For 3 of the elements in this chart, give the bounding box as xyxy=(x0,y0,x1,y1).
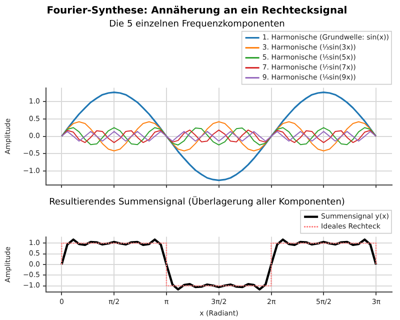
chart-title: Resultierendes Summensignal (Überlagerung aller Komponenten) xyxy=(49,196,345,208)
chart-subtitle: Die 5 einzelnen Frequenzkomponenten xyxy=(109,20,285,30)
chart-title: Fourier-Synthese: Annäherung an ein Rechtecksignal xyxy=(46,6,348,17)
